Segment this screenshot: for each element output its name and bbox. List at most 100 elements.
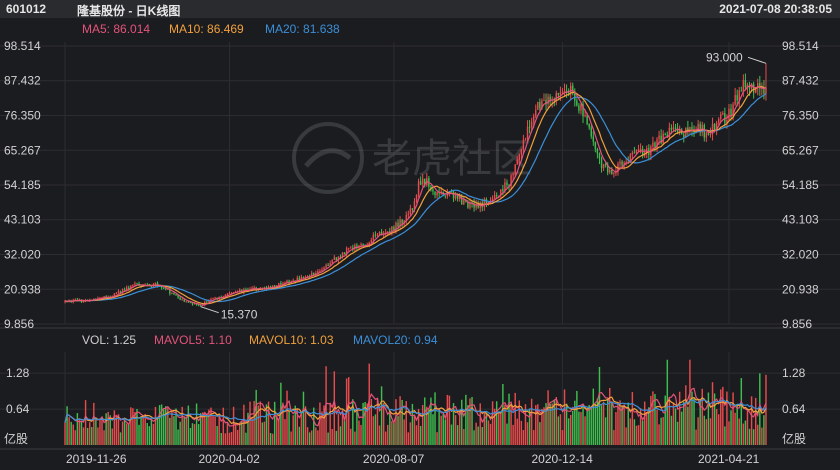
volume-bar xyxy=(234,423,237,445)
stock-name: 隆基股份 - 日K线图 xyxy=(77,4,181,18)
volume-bar xyxy=(282,402,284,445)
candle-body xyxy=(666,134,669,138)
candle-body xyxy=(588,123,590,128)
volume-bar xyxy=(296,408,299,445)
volume-bar xyxy=(722,386,724,445)
candle-body xyxy=(516,160,518,165)
candle-body xyxy=(333,257,336,260)
volume-bar xyxy=(578,411,580,445)
volume-bar xyxy=(208,409,210,445)
price-tick-left: 54.185 xyxy=(4,178,41,192)
volume-bar xyxy=(662,417,664,445)
candle-body xyxy=(469,202,471,208)
candle-body xyxy=(676,128,679,133)
volume-bar xyxy=(625,427,627,445)
candle-body xyxy=(136,283,138,285)
candle-body xyxy=(563,90,566,92)
volume-bar xyxy=(569,414,572,445)
candle-body xyxy=(362,244,364,247)
volume-bar xyxy=(563,389,566,445)
volume-bar xyxy=(364,402,366,445)
candle-body xyxy=(409,208,412,215)
candle-body xyxy=(125,287,128,291)
price-tick-right: 43.103 xyxy=(782,213,819,227)
candle-body xyxy=(547,96,549,105)
candle-body xyxy=(115,293,118,295)
candle-body xyxy=(224,294,227,297)
candle-body xyxy=(395,222,397,232)
candle-body xyxy=(193,303,196,305)
volume-bar xyxy=(337,414,340,445)
volume-bar xyxy=(236,430,239,445)
volume-bar xyxy=(432,414,434,445)
candle-body xyxy=(576,100,578,106)
volume-bar xyxy=(489,423,492,445)
volume-bar xyxy=(680,411,683,445)
volume-bar xyxy=(746,409,749,445)
candle-body xyxy=(187,301,190,303)
volume-bar xyxy=(195,403,198,445)
candle-body xyxy=(590,127,592,137)
volume-bar xyxy=(549,403,551,445)
candle-body xyxy=(510,175,512,187)
volume-bar xyxy=(691,391,693,445)
candle-body xyxy=(444,195,447,197)
volume-bar xyxy=(257,405,259,445)
volume-bar xyxy=(107,411,109,445)
candle-body xyxy=(578,105,580,111)
volume-bar xyxy=(541,409,543,445)
candle-body xyxy=(199,305,202,307)
candle-body xyxy=(537,102,539,110)
candle-body xyxy=(512,173,514,176)
volume-bar xyxy=(436,432,438,445)
volume-bar xyxy=(356,408,358,445)
candle-body xyxy=(687,127,689,131)
legend-ma5: MA5: 86.014 xyxy=(82,22,151,36)
candle-body xyxy=(343,252,346,255)
candle-body xyxy=(532,116,535,122)
volume-bar xyxy=(572,410,574,445)
volume-bar xyxy=(730,410,732,445)
candle-body xyxy=(132,284,134,286)
volume-bar xyxy=(532,430,535,445)
volume-bar xyxy=(362,402,364,445)
volume-bar xyxy=(430,397,432,445)
volume-bar xyxy=(175,408,177,445)
volume-bar xyxy=(228,432,231,445)
volume-bar xyxy=(253,400,255,445)
volume-bar xyxy=(212,415,214,445)
candle-body xyxy=(150,285,153,287)
volume-bar xyxy=(191,423,194,445)
volume-bar xyxy=(621,406,623,445)
candle-body xyxy=(631,152,634,155)
volume-bar xyxy=(154,406,157,445)
volume-bar xyxy=(648,407,650,445)
volume-bar xyxy=(360,424,362,445)
candle-body xyxy=(181,299,183,301)
volume-bar xyxy=(150,419,153,445)
candle-body xyxy=(401,219,403,224)
volume-bar xyxy=(193,424,196,445)
candle-body xyxy=(103,296,105,298)
volume-bar xyxy=(313,407,315,445)
volume-bar xyxy=(413,415,416,445)
chart-grid xyxy=(0,42,840,450)
volume-bar xyxy=(117,414,120,445)
volume-bar xyxy=(765,374,767,445)
candle-body xyxy=(664,133,666,135)
volume-bar xyxy=(685,385,687,445)
volume-bar xyxy=(99,419,101,445)
candle-body xyxy=(288,280,290,284)
candle-body xyxy=(391,226,393,234)
candle-body xyxy=(341,252,344,257)
volume-bar xyxy=(183,417,185,445)
candle-body xyxy=(561,91,564,93)
volume-bar xyxy=(317,430,319,445)
volume-bar xyxy=(331,429,333,445)
volume-bar xyxy=(327,432,329,445)
candle-body xyxy=(740,90,743,92)
price-ma-lines xyxy=(64,84,767,306)
volume-bar xyxy=(169,417,171,445)
volume-bar xyxy=(448,395,451,445)
legend-mavol5: MAVOL5: 1.10 xyxy=(154,333,232,347)
